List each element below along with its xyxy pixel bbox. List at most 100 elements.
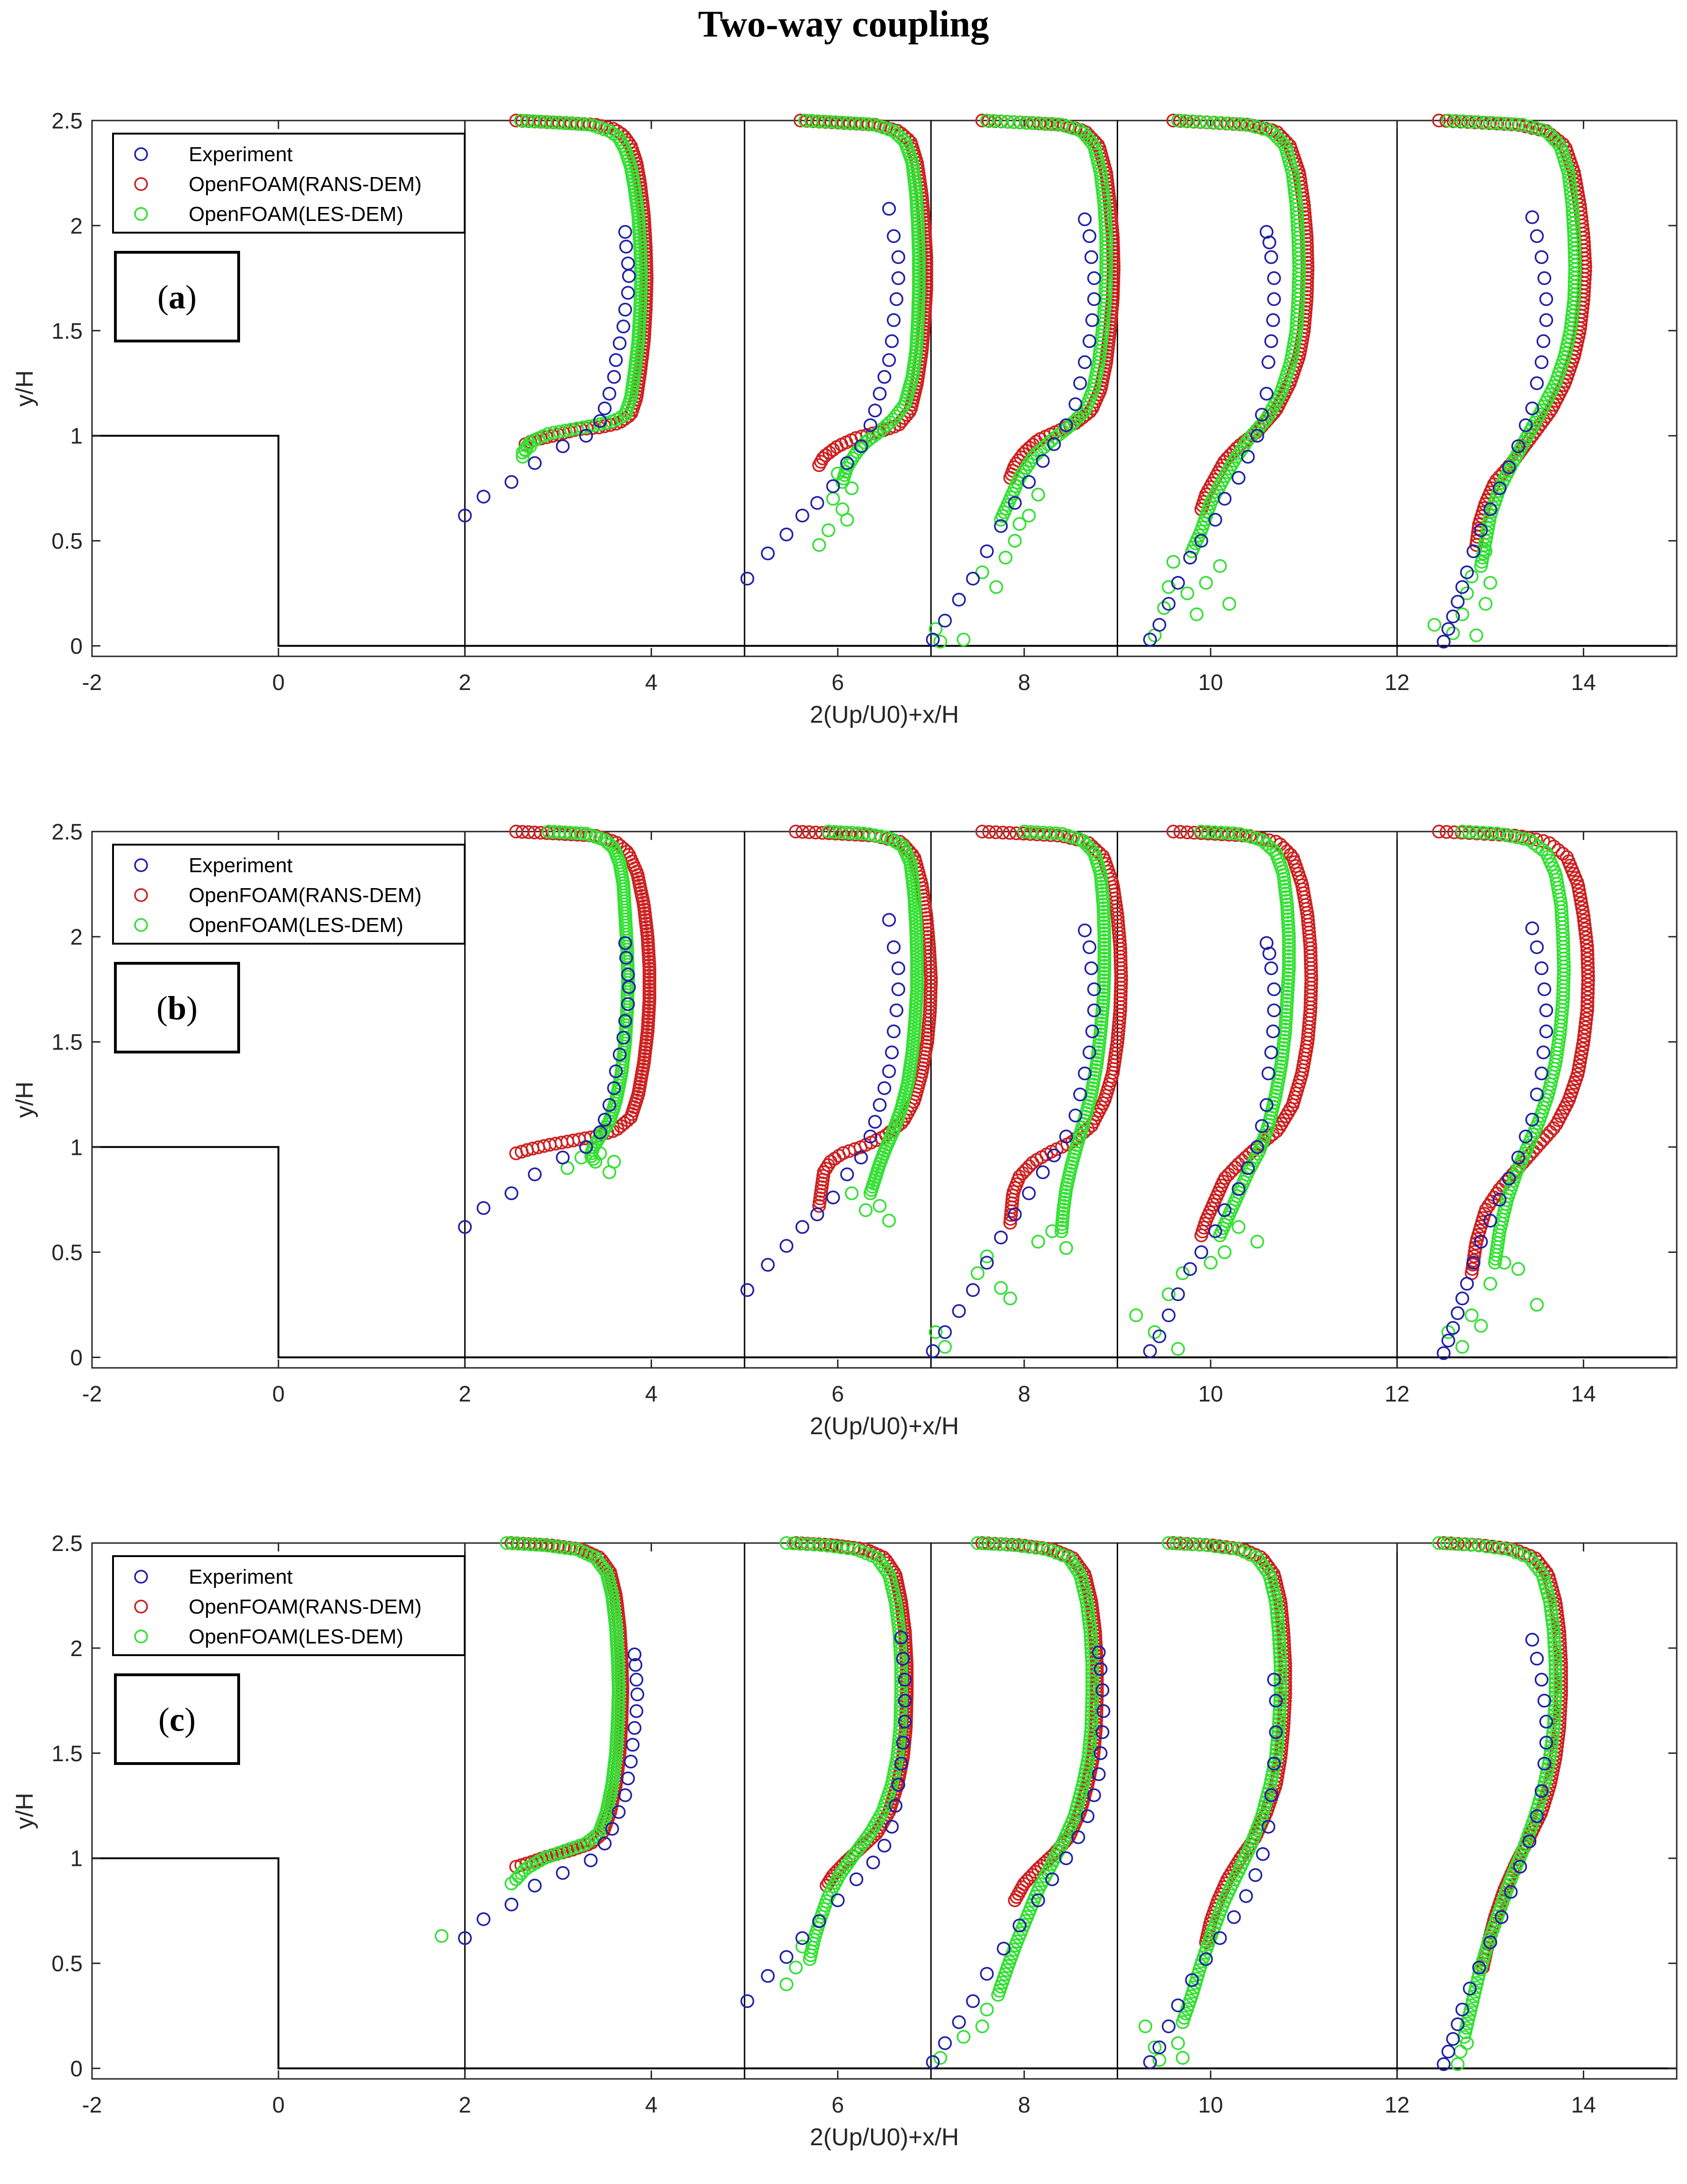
panel-label-box [114, 962, 240, 1053]
data-point [1185, 544, 1199, 558]
legend-entry: OpenFOAM(RANS-DEM) [189, 884, 422, 907]
data-point [1455, 1340, 1469, 1354]
data-point [621, 1771, 635, 1786]
data-point [919, 264, 934, 279]
data-point [896, 1736, 910, 1750]
data-point [634, 280, 648, 294]
data-point [810, 496, 824, 510]
data-point [1176, 2051, 1190, 2065]
data-point [1256, 1847, 1270, 1861]
data-point [1207, 825, 1221, 839]
data-point [504, 1186, 518, 1201]
data-point [558, 825, 572, 839]
data-point [1281, 909, 1295, 923]
data-point [516, 449, 530, 464]
data-point [1007, 1538, 1022, 1552]
data-point [1221, 116, 1235, 131]
data-point [891, 961, 906, 975]
data-point [1545, 1617, 1560, 1631]
data-point [1547, 1712, 1561, 1726]
legend-box [112, 133, 466, 234]
data-point [642, 972, 657, 986]
data-point [1282, 934, 1296, 948]
data-point [1503, 1543, 1517, 1557]
y-tick-label: 1 [70, 1135, 83, 1160]
data-point [642, 968, 657, 983]
legend-marker [134, 918, 148, 932]
data-point [1446, 609, 1460, 624]
data-point [1279, 1008, 1293, 1022]
legend-entry: OpenFOAM(RANS-DEM) [189, 173, 422, 196]
data-point [985, 1537, 999, 1551]
y-tick-label: 1.5 [51, 319, 83, 344]
data-point [1516, 1548, 1530, 1562]
data-point [1092, 1645, 1106, 1659]
data-point [642, 975, 657, 989]
legend-box [112, 844, 466, 945]
data-point [1106, 252, 1120, 266]
data-point [512, 1869, 526, 1884]
data-point [933, 2051, 948, 2065]
data-point [1021, 457, 1035, 471]
data-point [1031, 1235, 1045, 1249]
data-point [923, 986, 938, 1000]
data-point [1077, 923, 1092, 938]
data-point [547, 825, 561, 839]
x-axis-label: 2(Up/U0)+x/H [810, 2124, 959, 2151]
data-point [458, 1220, 472, 1234]
data-point [1546, 1622, 1560, 1636]
data-point [1237, 1545, 1251, 1559]
data-point [1281, 919, 1296, 934]
data-point [814, 1538, 828, 1552]
data-point [966, 571, 980, 586]
data-point [885, 1045, 899, 1060]
data-point [1525, 401, 1539, 415]
data-point [923, 990, 937, 1004]
figure-title: Two-way coupling [698, 4, 989, 45]
data-point [971, 1266, 985, 1281]
data-point [1008, 534, 1022, 548]
data-point [952, 1304, 966, 1318]
data-point [912, 285, 926, 300]
data-point [1250, 1140, 1264, 1154]
data-point [1085, 313, 1099, 327]
data-point [1171, 2036, 1185, 2050]
data-point [1536, 1045, 1551, 1060]
data-point [1049, 1546, 1063, 1560]
data-point [924, 975, 938, 989]
data-point [1207, 115, 1221, 130]
data-point [1274, 1659, 1288, 1673]
data-point [1274, 1672, 1288, 1686]
data-point [579, 1140, 593, 1154]
data-point [1097, 948, 1112, 962]
data-point [1464, 1538, 1478, 1552]
data-point [1503, 829, 1517, 843]
data-point [1183, 1262, 1197, 1276]
data-point [802, 825, 816, 839]
data-point [1176, 1266, 1190, 1281]
data-point [1548, 1649, 1562, 1663]
data-point [1546, 1726, 1560, 1740]
data-point [1096, 897, 1111, 911]
data-point [740, 1994, 754, 2008]
data-point [1448, 1537, 1462, 1551]
data-point [912, 275, 926, 289]
x-tick-label: 8 [1018, 670, 1031, 695]
data-point [1185, 114, 1199, 128]
data-point [1003, 1212, 1018, 1226]
data-point [863, 418, 878, 432]
data-point [602, 1098, 617, 1112]
data-point [1171, 1998, 1185, 2013]
x-tick-label: -2 [82, 670, 102, 695]
chart-panel-b: -2 0 2 4 6 8 10 12 14 0 0.5 1 1.5 2 2.5 2(Up/U0)+x/H y/H… [11, 820, 1678, 1440]
data-point [1232, 1220, 1246, 1234]
data-point [1106, 256, 1120, 270]
panels: -2 0 2 4 6 8 10 12 1400.511.522.52(Up/U0)+x/Hy/H… [11, 109, 1678, 2151]
legend-entry: OpenFOAM(LES-DEM) [189, 1625, 404, 1648]
data-point [1097, 952, 1112, 966]
series-experiment [458, 913, 1553, 1360]
data-point [1204, 1256, 1218, 1270]
data-point [919, 275, 934, 290]
data-point [611, 1805, 626, 1819]
data-point [1259, 1562, 1273, 1577]
